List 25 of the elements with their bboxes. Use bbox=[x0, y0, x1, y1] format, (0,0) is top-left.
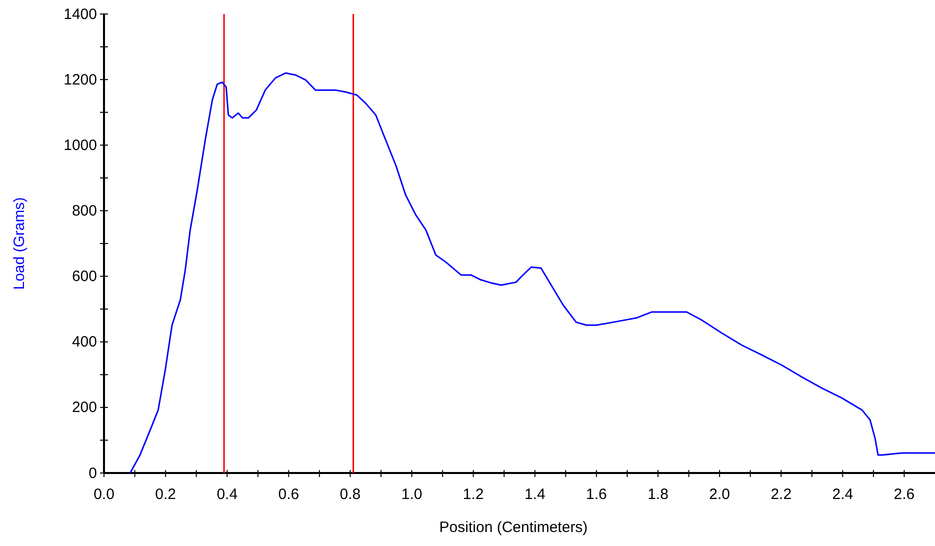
y-axis-title: Load (Grams) bbox=[11, 197, 28, 290]
y-tick-label: 1400 bbox=[64, 6, 97, 23]
x-tick-label: 2.2 bbox=[770, 486, 792, 503]
y-tick-label: 0 bbox=[88, 464, 97, 482]
x-tick-label: 0.4 bbox=[216, 486, 238, 503]
y-tick-label: 1000 bbox=[64, 136, 97, 154]
y-tick-label: 200 bbox=[72, 399, 97, 416]
x-tick-label: 1.6 bbox=[586, 486, 607, 503]
y-tick-label: 400 bbox=[72, 334, 97, 351]
y-tick-label: 1200 bbox=[64, 71, 97, 88]
x-tick-label: 1.0 bbox=[401, 486, 422, 503]
x-tick-label: 2.0 bbox=[709, 486, 730, 503]
x-tick-label: 0.8 bbox=[340, 486, 361, 503]
line-series bbox=[129, 72, 935, 474]
x-tick-label: 1.4 bbox=[524, 486, 546, 503]
x-tick-label: 0.2 bbox=[155, 486, 176, 503]
x-tick-label: 1.2 bbox=[462, 486, 484, 503]
x-tick-label: 1.8 bbox=[648, 486, 668, 503]
x-tick-label: 0.0 bbox=[94, 486, 114, 503]
x-axis-title: Position (Centimeters) bbox=[439, 519, 588, 536]
x-tick-label: 2.6 bbox=[894, 486, 915, 503]
y-tick-label: 600 bbox=[72, 268, 97, 286]
x-tick-label: 2.4 bbox=[832, 486, 854, 503]
x-tick-label: 0.6 bbox=[278, 486, 300, 503]
y-tick-label: 800 bbox=[72, 202, 97, 220]
